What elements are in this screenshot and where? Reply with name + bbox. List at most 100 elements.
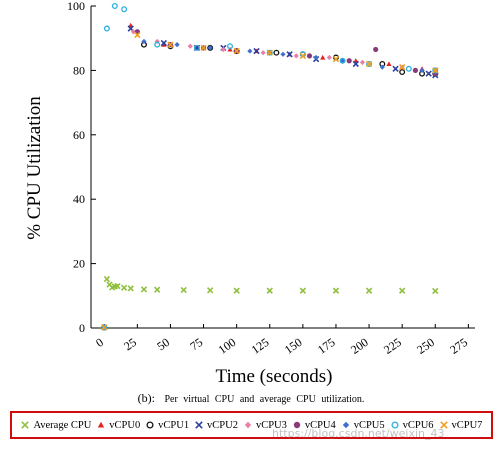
- legend-label: vCPU0: [109, 419, 141, 431]
- legend-item: vCPU5: [341, 420, 385, 431]
- data-point: [111, 3, 118, 9]
- legend-marker-icon: [342, 421, 349, 429]
- data-point: [346, 58, 352, 64]
- legend-marker-icon: [439, 421, 448, 429]
- data-point: [233, 287, 240, 294]
- data-point: [352, 60, 359, 68]
- x-tick-label: 0: [93, 335, 106, 350]
- data-point: [260, 50, 266, 56]
- data-marks: [101, 3, 439, 331]
- data-point: [101, 324, 108, 331]
- data-point: [233, 47, 240, 55]
- legend-marker-shape: [391, 421, 399, 429]
- legend-marker-icon: [195, 421, 203, 429]
- data-point: [266, 49, 273, 56]
- legend-item: vCPU2: [194, 420, 238, 431]
- legend-marker-icon: [391, 421, 399, 429]
- x-tick-label: 25: [121, 335, 139, 353]
- series-vcpu5: [101, 38, 438, 330]
- legend-marker-shape: [293, 421, 301, 429]
- legend-marker-shape: [244, 421, 252, 429]
- data-point: [127, 285, 134, 292]
- data-point: [306, 53, 313, 59]
- x-tick-label: 75: [187, 335, 205, 353]
- data-point: [366, 60, 373, 67]
- legend-marker-icon: [21, 421, 30, 429]
- legend-marker-icon: [244, 421, 252, 429]
- x-tick-label: 275: [447, 335, 470, 357]
- data-point: [386, 61, 392, 67]
- x-axis-title: Time (seconds): [216, 366, 333, 387]
- series-vcpu0: [101, 22, 438, 330]
- legend-item: vCPU1: [145, 420, 189, 431]
- series-vcpu7: [101, 31, 439, 331]
- data-point: [207, 287, 214, 294]
- data-point: [180, 286, 187, 294]
- data-point: [399, 287, 406, 294]
- legend-marker-shape: [439, 421, 448, 429]
- legend-marker-icon: [98, 421, 105, 428]
- series-vcpu1: [101, 41, 439, 331]
- watermark-text: https://blog.csdn.net/weixin_43: [272, 427, 445, 440]
- data-point: [365, 60, 373, 68]
- y-tick-label: 60: [73, 128, 85, 142]
- data-point: [266, 49, 273, 56]
- data-point: [419, 67, 425, 73]
- data-point: [339, 58, 346, 64]
- data-point: [227, 43, 234, 50]
- legend-item: vCPU7: [439, 419, 483, 431]
- data-point: [332, 287, 340, 294]
- legend-marker-icon: [146, 421, 154, 429]
- series-average-cpu: [103, 275, 439, 295]
- data-point: [247, 48, 253, 54]
- legend-label: vCPU7: [451, 419, 483, 431]
- data-point: [121, 6, 128, 13]
- y-tick-label: 80: [73, 63, 85, 77]
- data-point: [425, 70, 432, 77]
- legend-item: vCPU4: [292, 420, 336, 431]
- data-point: [101, 324, 108, 331]
- legend-label: vCPU5: [353, 419, 385, 431]
- data-point: [359, 59, 366, 65]
- data-point: [167, 41, 174, 48]
- data-point: [200, 44, 207, 52]
- data-point: [114, 282, 121, 290]
- x-tick-label: 100: [216, 335, 239, 357]
- legend-marker-shape: [195, 421, 203, 429]
- data-point: [120, 284, 128, 291]
- data-point: [187, 43, 193, 49]
- caption-tag: (b):: [137, 391, 155, 405]
- data-point: [299, 52, 307, 60]
- data-point: [140, 286, 148, 293]
- series-vcpu3: [101, 29, 438, 330]
- data-point: [313, 54, 319, 61]
- data-point: [373, 46, 379, 53]
- data-point: [332, 55, 340, 63]
- data-point: [432, 67, 439, 74]
- x-tick-label: 125: [249, 335, 272, 357]
- data-point: [266, 287, 273, 294]
- x-tick-label: 200: [348, 335, 371, 357]
- data-point: [207, 45, 213, 51]
- legend-item: Average CPU: [20, 420, 91, 431]
- axes: [90, 6, 475, 329]
- chart-legend: Average CPU vCPU0 vCPU1 vCPU2 vCPU3 vCPU4 vCPU…: [10, 411, 493, 439]
- series-vcpu6: [101, 3, 439, 331]
- y-tick-label: 0: [79, 321, 85, 335]
- data-point: [134, 31, 141, 39]
- x-tick-label: 150: [282, 335, 305, 357]
- data-point: [339, 57, 346, 64]
- data-point: [432, 67, 439, 74]
- data-point: [161, 42, 167, 47]
- data-point: [160, 39, 167, 47]
- y-tick-label: 20: [73, 257, 85, 271]
- legend-marker-shape: [146, 421, 154, 429]
- x-ticks: 0 25 50 75 100 125 150 175 200 225 250 275: [93, 324, 470, 357]
- scatter-chart: 0 20 40 60 80 100 0 25 50 75 100 125 150 175 200 225 25…: [24, 0, 475, 387]
- y-tick-label: 100: [67, 0, 85, 13]
- data-point: [220, 46, 227, 53]
- data-point: [299, 287, 307, 294]
- data-point: [280, 51, 286, 57]
- data-point: [154, 286, 161, 293]
- data-point: [154, 41, 161, 48]
